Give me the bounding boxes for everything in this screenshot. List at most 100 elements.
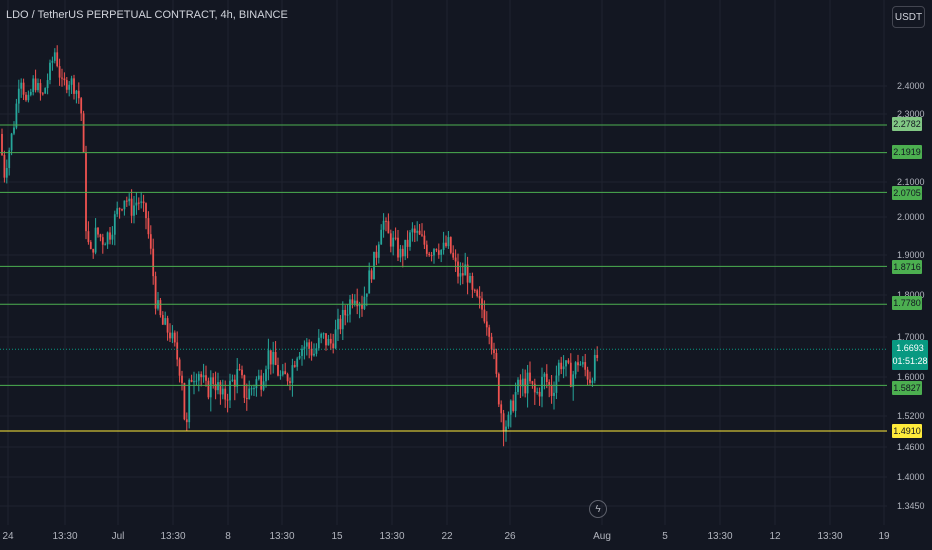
candle-body	[13, 127, 15, 134]
candle-body	[111, 234, 114, 240]
candle-body	[538, 391, 541, 397]
candle-body	[389, 233, 392, 247]
candle-body	[543, 373, 546, 377]
candle-body	[497, 373, 500, 405]
candle-body	[440, 249, 443, 255]
candle-body	[397, 237, 399, 258]
candle-body	[382, 220, 385, 230]
candle-body	[188, 379, 191, 423]
time-tick: 24	[2, 531, 14, 542]
candle-body	[425, 244, 428, 254]
candle-body	[341, 309, 344, 330]
candle-body	[344, 309, 347, 316]
candle-body	[53, 52, 56, 61]
candle-body	[25, 94, 27, 101]
candle-body	[428, 253, 431, 256]
price-tick: 1.9000	[897, 250, 925, 260]
horizontal-levels	[0, 124, 887, 432]
candle-body	[399, 248, 402, 258]
candle-body	[589, 379, 591, 383]
current-price-label: 1.6693 01:51:28	[892, 340, 928, 370]
candle-body	[353, 300, 356, 304]
candle-body	[166, 318, 169, 333]
candle-body	[392, 237, 395, 247]
candle-body	[567, 360, 570, 363]
candle-body	[44, 88, 47, 94]
candle-body	[447, 237, 450, 247]
candle-body	[267, 350, 270, 370]
candle-body	[217, 382, 219, 391]
candle-body	[449, 237, 452, 253]
candle-body	[46, 80, 49, 89]
candle-body	[377, 244, 380, 258]
candle-body	[361, 304, 363, 309]
price-tick: 1.7000	[897, 332, 925, 342]
candle-body	[63, 78, 66, 81]
candle-body	[92, 248, 95, 253]
candle-body	[248, 388, 251, 399]
candle-body	[243, 375, 246, 398]
candle-body	[593, 354, 596, 381]
candle-body	[229, 380, 231, 401]
candle-body	[212, 377, 215, 384]
candle-body	[545, 373, 548, 382]
candle-body	[137, 202, 140, 204]
candle-body	[231, 379, 234, 381]
candle-body	[327, 338, 330, 346]
candle-body	[181, 375, 183, 384]
currency-button[interactable]: USDT	[892, 6, 925, 28]
time-tick: 8	[225, 531, 231, 542]
candle-body	[553, 392, 555, 396]
candle-body	[173, 332, 176, 343]
candle-body	[557, 362, 560, 376]
price-tick: 2.0000	[897, 212, 925, 222]
candle-body	[149, 234, 152, 249]
candle-body	[75, 90, 78, 94]
candle-body	[301, 348, 303, 356]
candle-body	[152, 248, 155, 277]
candle-body	[104, 244, 107, 246]
price-tick: 2.3000	[897, 109, 925, 119]
candle-body	[17, 88, 20, 104]
candle-body	[421, 234, 423, 236]
current-price-value: 1.6693	[896, 343, 924, 353]
candle-body	[277, 364, 279, 376]
candle-body	[70, 78, 73, 85]
candle-body	[116, 208, 119, 215]
candle-body	[332, 343, 335, 349]
candle-body	[241, 369, 243, 376]
candle-body	[221, 388, 224, 395]
bar-countdown: 01:51:28	[892, 356, 928, 366]
candle-body	[39, 83, 42, 94]
candle-body	[322, 333, 325, 335]
candle-body	[101, 237, 104, 245]
candle-body	[533, 383, 536, 393]
candle-body	[121, 209, 123, 211]
candle-body	[337, 318, 339, 330]
lightning-icon[interactable]: ϟ	[589, 500, 607, 518]
candle-body	[303, 346, 306, 349]
candle-body	[37, 83, 39, 91]
candle-body	[250, 388, 253, 390]
candle-body	[29, 92, 32, 95]
candle-body	[586, 369, 589, 380]
candle-body	[313, 353, 315, 356]
candle-body	[435, 249, 438, 251]
candle-body	[154, 276, 157, 309]
candle-body	[133, 205, 135, 216]
candle-body	[159, 300, 162, 316]
candle-body	[401, 248, 404, 257]
chart-title: LDO / TetherUS PERPETUAL CONTRACT, 4h, B…	[6, 9, 288, 21]
candle-body	[485, 321, 488, 328]
candle-body	[41, 93, 44, 95]
time-tick: 13:30	[379, 531, 405, 542]
candle-body	[560, 362, 563, 370]
candle-body	[370, 270, 373, 280]
level-label: 1.5827	[892, 381, 922, 395]
candle-body	[466, 264, 469, 283]
candle-body	[363, 296, 366, 309]
time-tick: 22	[441, 531, 453, 542]
candle-body	[404, 239, 407, 257]
candle-body	[49, 62, 51, 81]
